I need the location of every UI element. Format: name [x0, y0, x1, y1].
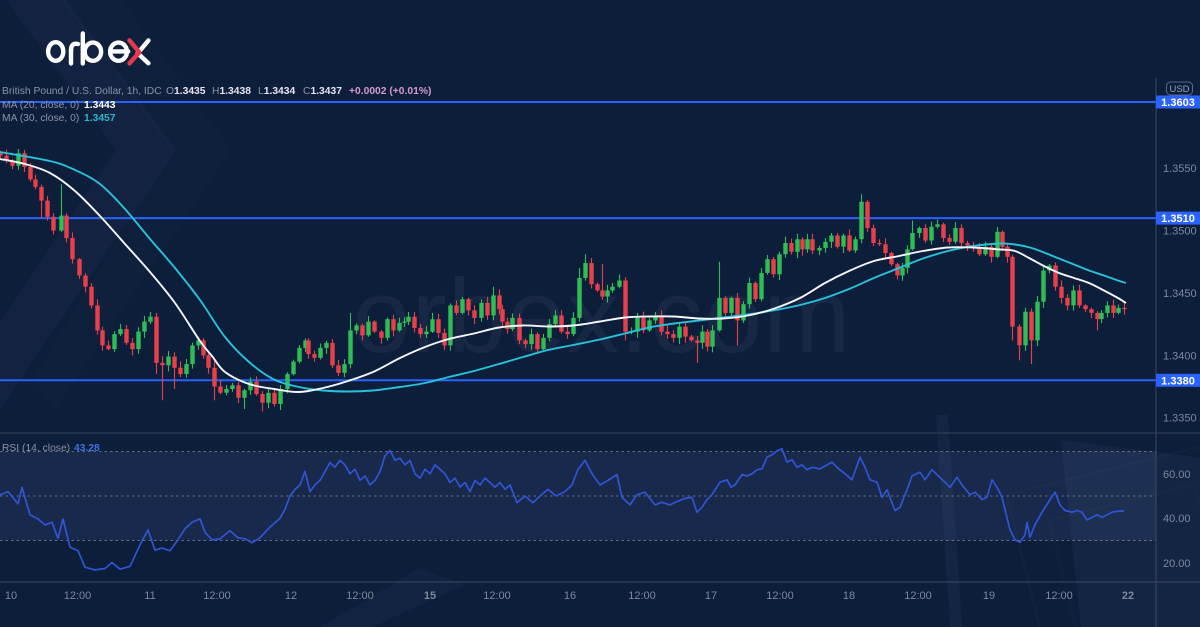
svg-text:1.3380: 1.3380 — [1161, 375, 1195, 387]
svg-text:15: 15 — [424, 590, 436, 602]
svg-text:11: 11 — [144, 590, 155, 602]
svg-text:RSI (14, close)43.28: RSI (14, close) 43.28 — [2, 443, 100, 454]
svg-text:1.3350: 1.3350 — [1163, 413, 1197, 425]
svg-text:1.3510: 1.3510 — [1161, 213, 1195, 225]
svg-text:1.3500: 1.3500 — [1163, 226, 1197, 238]
svg-text:12:00: 12:00 — [1045, 590, 1073, 602]
svg-text:12:00: 12:00 — [904, 590, 932, 602]
svg-text:12:00: 12:00 — [483, 590, 511, 602]
svg-text:12:00: 12:00 — [628, 590, 656, 602]
svg-text:16: 16 — [564, 590, 576, 602]
svg-text:1.3603: 1.3603 — [1161, 97, 1195, 109]
svg-text:USD: USD — [1169, 84, 1189, 95]
svg-text:MA (20, close, 0)1.3443: MA (20, close, 0) 1.3443 — [2, 100, 116, 111]
svg-text:40.00: 40.00 — [1163, 513, 1191, 525]
svg-text:17: 17 — [705, 590, 717, 602]
svg-text:12: 12 — [285, 590, 297, 602]
svg-text:1.3450: 1.3450 — [1163, 288, 1197, 300]
svg-text:18: 18 — [843, 590, 855, 602]
svg-text:1.3400: 1.3400 — [1163, 350, 1197, 362]
svg-text:1.3550: 1.3550 — [1163, 163, 1197, 175]
svg-text:19: 19 — [983, 590, 995, 602]
svg-text:60.00: 60.00 — [1163, 469, 1191, 481]
svg-text:10: 10 — [5, 590, 17, 602]
svg-text:orbex.com: orbex.com — [352, 258, 851, 375]
svg-text:12:00: 12:00 — [766, 590, 794, 602]
svg-text:12:00: 12:00 — [64, 590, 92, 602]
svg-text:12:00: 12:00 — [346, 590, 374, 602]
svg-text:20.00: 20.00 — [1163, 558, 1191, 570]
svg-text:22: 22 — [1122, 590, 1134, 602]
svg-text:MA (30, close, 0)1.3457: MA (30, close, 0) 1.3457 — [2, 113, 116, 124]
svg-text:British Pound / U.S. Dollar, 1: British Pound / U.S. Dollar, 1h, IDC O1.3… — [2, 86, 431, 97]
svg-text:12:00: 12:00 — [203, 590, 231, 602]
